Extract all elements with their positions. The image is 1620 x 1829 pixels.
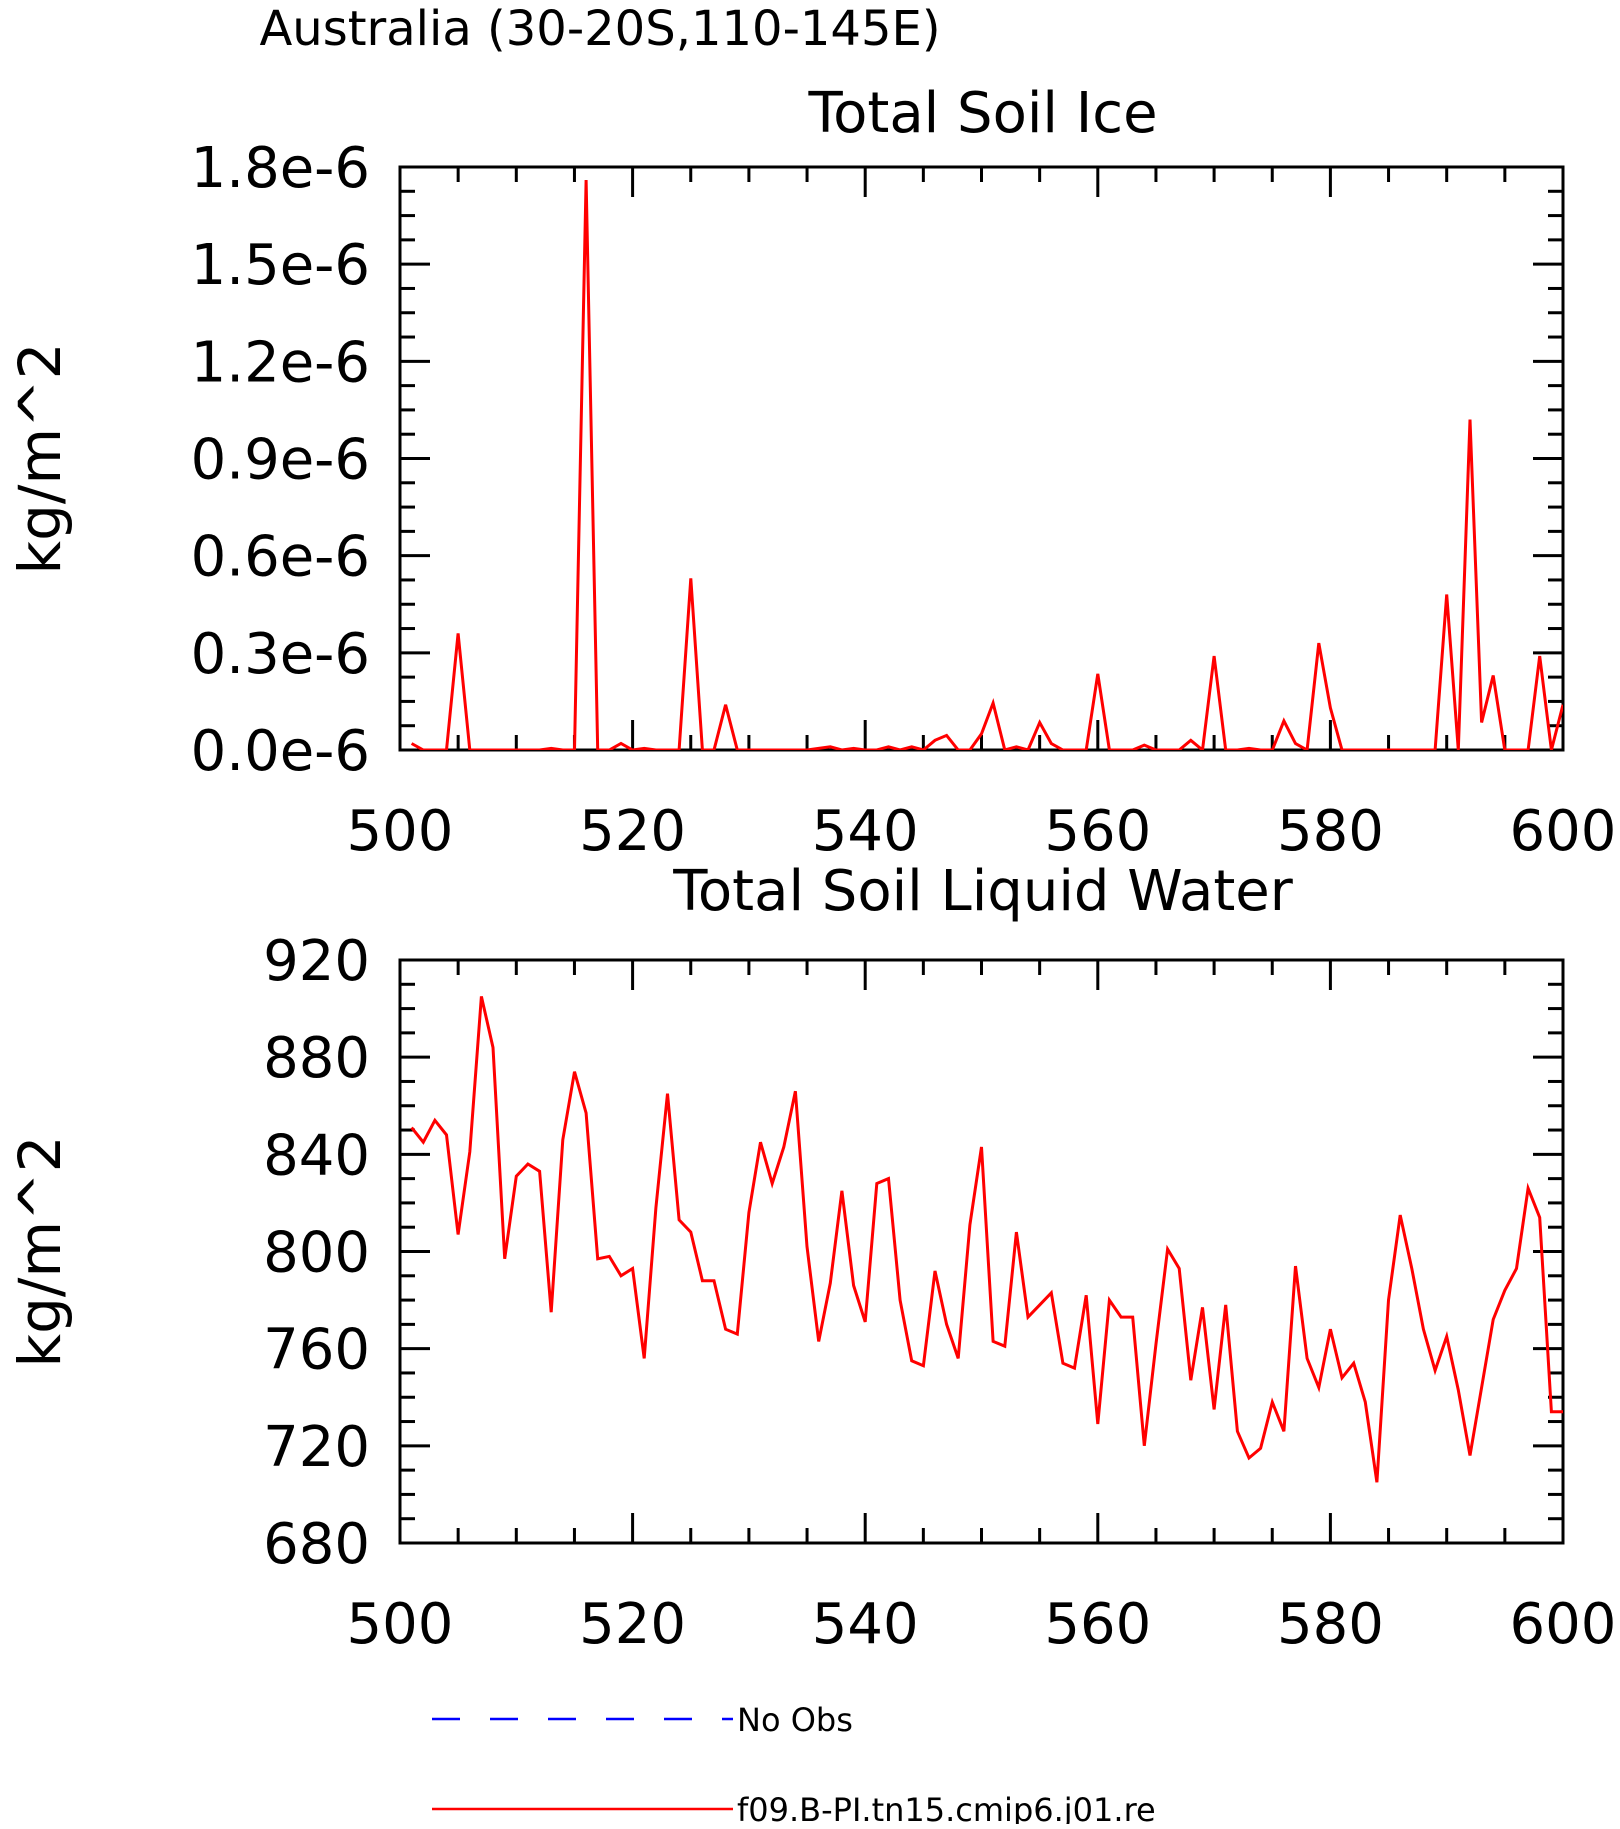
y-axis-label: kg/m^2 bbox=[6, 1136, 74, 1368]
y-tick-label: 760 bbox=[263, 1318, 370, 1383]
series-line-1 bbox=[410, 179, 1563, 750]
panel-title: Total Soil Liquid Water bbox=[672, 859, 1294, 924]
x-tick-label: 500 bbox=[347, 799, 454, 864]
x-tick-label: 580 bbox=[1277, 1592, 1384, 1657]
x-tick-label: 580 bbox=[1277, 799, 1384, 864]
y-tick-label: 0.3e-6 bbox=[191, 622, 370, 687]
y-tick-label: 720 bbox=[263, 1415, 370, 1480]
legend-item-1: No Obs bbox=[432, 1701, 853, 1739]
y-tick-label: 1.5e-6 bbox=[191, 233, 370, 298]
y-axis-label: kg/m^2 bbox=[6, 343, 74, 575]
y-tick-label: 800 bbox=[263, 1221, 370, 1286]
y-tick-label: 1.8e-6 bbox=[191, 136, 370, 201]
x-tick-label: 560 bbox=[1044, 799, 1151, 864]
y-tick-label: 0.9e-6 bbox=[191, 428, 370, 493]
plot-frame bbox=[398, 958, 1565, 1545]
series-line-1 bbox=[410, 996, 1563, 1483]
legend-label: f09.B-PI.tn15.cmip6.j01.re bbox=[737, 1791, 1156, 1824]
chart-legend: No Obs f09.B-PI.tn15.cmip6.j01.re bbox=[432, 1701, 1156, 1829]
y-tick-label: 1.2e-6 bbox=[191, 330, 370, 395]
legend-label: No Obs bbox=[737, 1701, 853, 1739]
x-tick-label: 540 bbox=[812, 799, 919, 864]
chart-panel-1: Total Soil Ice kg/m^2 500 520 540 560 580 600 0.… bbox=[6, 81, 1616, 864]
y-tick-label: 0.6e-6 bbox=[191, 525, 370, 590]
x-tick-label: 600 bbox=[1510, 1592, 1617, 1657]
y-tick-label: 920 bbox=[263, 929, 370, 994]
x-tick-label: 520 bbox=[579, 799, 686, 864]
x-tick-label: 560 bbox=[1044, 1592, 1151, 1657]
y-tick-label: 0.0e-6 bbox=[191, 719, 370, 784]
page-super-title: Australia (30-20S,110-145E) bbox=[259, 1, 940, 57]
y-tick-label: 680 bbox=[263, 1512, 370, 1577]
x-tick-label: 520 bbox=[579, 1592, 686, 1657]
x-tick-label: 500 bbox=[347, 1592, 454, 1657]
y-tick-label: 880 bbox=[263, 1026, 370, 1091]
x-tick-label: 600 bbox=[1510, 799, 1617, 864]
y-tick-label: 840 bbox=[263, 1123, 370, 1188]
panel-title: Total Soil Ice bbox=[807, 81, 1157, 146]
plot-frame bbox=[398, 165, 1565, 752]
legend-item-2: f09.B-PI.tn15.cmip6.j01.re bbox=[432, 1791, 1156, 1829]
chart-panel-2: Total Soil Liquid Water kg/m^2 500 520 540 56… bbox=[6, 859, 1616, 1657]
x-tick-label: 540 bbox=[812, 1592, 919, 1657]
chart-panels: Total Soil Ice kg/m^2 500 520 540 560 580 600 0.… bbox=[6, 81, 1616, 1657]
